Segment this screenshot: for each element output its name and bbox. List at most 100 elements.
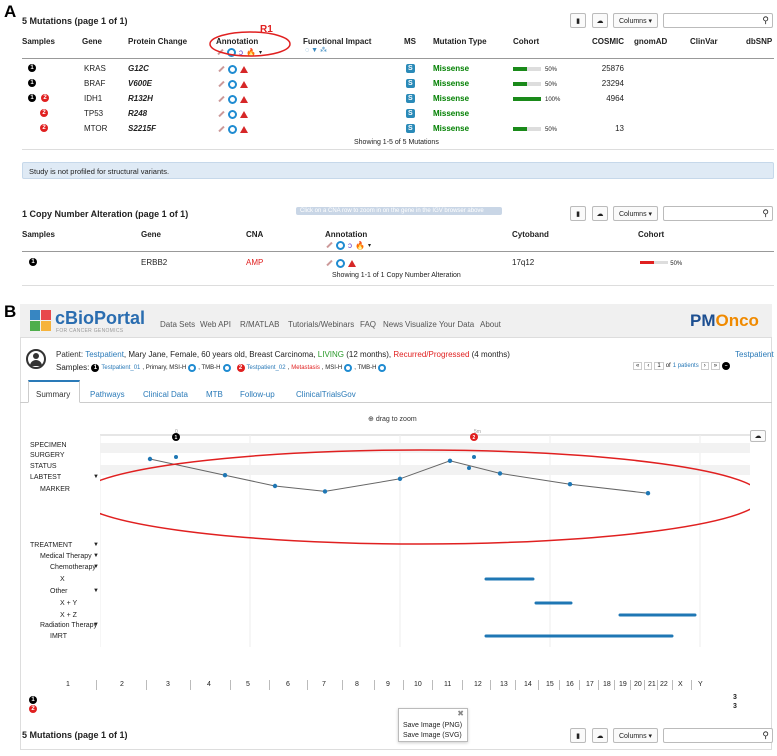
gene-cell[interactable]: MTOR — [84, 124, 108, 133]
sample-2-link[interactable]: Testpatient_02 — [246, 364, 286, 371]
track-treatment[interactable]: TREATMENT — [30, 542, 73, 549]
next-page-button[interactable]: › — [700, 362, 709, 370]
annotation-icons[interactable] — [218, 78, 248, 89]
col-clinvar[interactable]: ClinVar — [690, 37, 718, 46]
annotation-icons[interactable] — [218, 93, 248, 104]
search-input[interactable]: ⚲ — [663, 13, 773, 28]
cbioportal-logo-icon[interactable] — [30, 310, 52, 332]
tab-mtb[interactable]: MTB — [206, 390, 223, 399]
track-status[interactable]: STATUS — [30, 463, 57, 470]
cohort-cell[interactable]: 100% — [513, 94, 560, 103]
col-mutation-type[interactable]: Mutation Type — [433, 37, 487, 46]
close-icon[interactable]: ✖ — [457, 709, 464, 718]
cohort-cell[interactable]: 50% — [513, 79, 557, 88]
nav-faq[interactable]: FAQ — [360, 320, 377, 329]
nav-visualize-your-data[interactable]: Visualize Your Data — [405, 320, 475, 329]
sample-badges[interactable]: 2 — [28, 123, 48, 132]
col-gnomad[interactable]: gnomAD — [634, 37, 668, 46]
nav-r-matlab[interactable]: R/MATLAB — [240, 320, 280, 329]
page-input[interactable]: 1 — [654, 362, 664, 370]
collapse-chevron-icon[interactable]: ▼ — [93, 622, 99, 628]
timeline-chart[interactable]: 05m1252 — [100, 425, 750, 647]
save-png-item[interactable]: Save Image (PNG) — [403, 722, 463, 729]
cna-copy-button[interactable]: ▮ — [570, 206, 586, 221]
col-gene[interactable]: Gene — [82, 37, 103, 46]
annotation-icons[interactable] — [218, 108, 248, 119]
col-samples[interactable]: Samples — [22, 37, 55, 46]
track-labtest[interactable]: LABTEST — [30, 474, 62, 481]
nav-tutorials-webinars[interactable]: Tutorials/Webinars — [288, 320, 355, 329]
cosmic-cell[interactable]: 25876 — [601, 64, 624, 73]
cosmic-cell[interactable]: 13 — [615, 124, 624, 133]
cna-col-cna[interactable]: CNA — [246, 230, 264, 239]
pager-total[interactable]: 1 patients — [672, 363, 699, 369]
nav-news[interactable]: News — [383, 320, 404, 329]
cohort-cell[interactable]: 50% — [513, 64, 557, 73]
tab-follow-up[interactable]: Follow-up — [240, 390, 275, 399]
prev-page-button[interactable]: ‹ — [644, 362, 653, 370]
collapse-chevron-icon[interactable]: ▼ — [93, 542, 99, 548]
tab-clinical-data[interactable]: Clinical Data — [143, 390, 188, 399]
annotation-icons[interactable] — [218, 63, 248, 74]
bottom-copy-button[interactable]: ▮ — [570, 728, 586, 743]
track-specimen[interactable]: SPECIMEN — [30, 442, 67, 449]
cna-col-samples[interactable]: Samples — [22, 230, 55, 239]
track-surgery[interactable]: SURGERY — [30, 452, 65, 459]
bottom-search-input[interactable]: ⚲ — [663, 728, 773, 743]
sample-1-link[interactable]: Testpatient_01 — [101, 364, 141, 371]
track-other[interactable]: Other — [50, 588, 68, 595]
cosmic-cell[interactable]: 4964 — [606, 94, 624, 103]
cna-search-input[interactable]: ⚲ — [663, 206, 773, 221]
col-functional-impact[interactable]: Functional Impact — [303, 37, 372, 46]
track-x-z[interactable]: X + Z — [60, 612, 77, 619]
patient-name-link[interactable]: Testpatient — [85, 350, 124, 359]
cna-col-cytoband[interactable]: Cytoband — [512, 230, 549, 239]
sample-badges[interactable]: 1 — [28, 63, 36, 72]
col-annotation[interactable]: Annotation — [216, 37, 259, 46]
patient-link-right[interactable]: Testpatient — [735, 350, 774, 359]
sample-badges[interactable]: 1 — [28, 78, 36, 87]
bottom-download-button[interactable]: ☁ — [592, 728, 608, 743]
gene-cell[interactable]: BRAF — [84, 79, 106, 88]
collapse-chevron-icon[interactable]: ▼ — [93, 588, 99, 594]
track-radiation-therapy[interactable]: Radiation Therapy — [40, 622, 98, 629]
download-button[interactable]: ☁ — [592, 13, 608, 28]
cbioportal-logo[interactable]: cBioPortal — [55, 308, 146, 328]
save-svg-item[interactable]: Save Image (SVG) — [403, 732, 462, 739]
cna-columns-button[interactable]: Columns ▾ — [613, 206, 658, 221]
col-cosmic[interactable]: COSMIC — [592, 37, 624, 46]
bottom-columns-button[interactable]: Columns ▾ — [613, 728, 658, 743]
tab-pathways[interactable]: Pathways — [90, 390, 125, 399]
collapse-chevron-icon[interactable]: ▼ — [93, 553, 99, 559]
col-ms[interactable]: MS — [404, 37, 416, 46]
cna-col-cohort[interactable]: Cohort — [638, 230, 665, 239]
annotation-icons[interactable] — [218, 123, 248, 134]
cna-download-button[interactable]: ☁ — [592, 206, 608, 221]
nav-web-api[interactable]: Web API — [200, 320, 231, 329]
cna-sample-1[interactable]: 1 — [29, 257, 37, 266]
collapse-chevron-icon[interactable]: ▼ — [93, 474, 99, 480]
tab-clinicaltrialsgov[interactable]: ClinicalTrialsGov — [296, 390, 356, 399]
cna-annotation-icons[interactable] — [326, 257, 356, 268]
col-dbsnp[interactable]: dbSNP — [746, 37, 773, 46]
nav-about[interactable]: About — [480, 320, 501, 329]
cosmic-cell[interactable]: 23294 — [601, 79, 624, 88]
cna-col-annotation[interactable]: Annotation — [325, 230, 368, 239]
gene-cell[interactable]: TP53 — [84, 109, 104, 118]
track-x[interactable]: X — [60, 576, 65, 583]
track-imrt[interactable]: IMRT — [50, 633, 67, 640]
gene-cell[interactable]: KRAS — [84, 64, 106, 73]
track-medical-therapy[interactable]: Medical Therapy — [40, 553, 92, 560]
cohort-cell[interactable]: 50% — [513, 124, 557, 133]
cna-col-gene[interactable]: Gene — [141, 230, 162, 239]
sample-badges[interactable]: 2 — [28, 108, 48, 117]
first-page-button[interactable]: « — [633, 362, 643, 370]
timeline-download-button[interactable]: ☁ — [750, 430, 766, 442]
track-x-y[interactable]: X + Y — [60, 600, 78, 607]
tab-summary[interactable]: Summary — [36, 390, 71, 399]
last-page-button[interactable]: » — [710, 362, 721, 370]
gene-cell[interactable]: IDH1 — [84, 94, 103, 103]
col-cohort[interactable]: Cohort — [513, 37, 540, 46]
close-icon[interactable]: – — [722, 362, 731, 370]
